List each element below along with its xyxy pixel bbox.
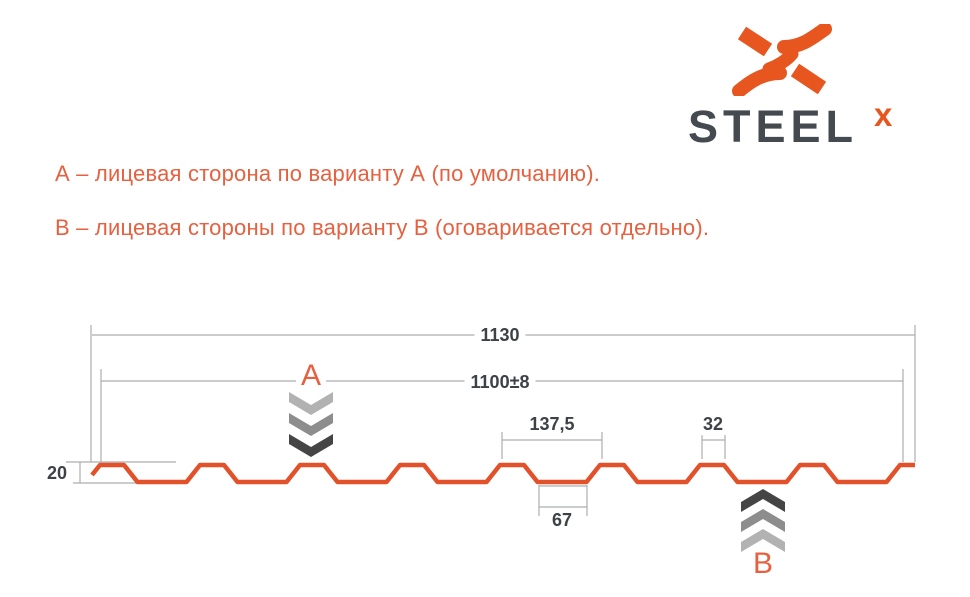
chevron-down-icon [289,392,333,457]
brand-name: STEEL [688,101,859,152]
side-b-marker: B [752,547,774,580]
chevron-up-1 [741,489,785,512]
dimension-lines [66,325,916,516]
side-a-marker: A [295,361,327,391]
profile-cross-section [90,462,915,485]
chevron-up-2 [741,509,785,532]
brand-superscript: x [874,96,893,133]
logo-arm-bottom-left [732,66,787,96]
dim-label-profile-height: 20 [40,463,74,484]
chevron-down-3 [289,434,333,457]
chevron-down-2 [289,413,333,436]
dim-label-rib-top-width: 32 [696,414,730,435]
logo-arm-top-left [737,26,773,57]
dim-label-working-width: 1100±8 [464,372,536,393]
steelx-logo-icon [732,24,832,96]
chevron-down-1 [289,392,333,415]
note-side-a: А – лицевая сторона по варианту А (по ум… [55,161,601,186]
dim-label-rib-bottom-width: 67 [545,510,579,531]
logo-arm-bottom-right [790,63,827,95]
logo-arm-top-right [777,24,832,54]
dim-label-overall-width: 1130 [474,325,526,346]
dim-label-rib-pitch: 137,5 [523,414,581,435]
chevron-up-3 [741,529,785,552]
chevron-up-icon [741,489,785,552]
note-side-b: В – лицевая стороны по варианту В (огова… [55,215,710,240]
